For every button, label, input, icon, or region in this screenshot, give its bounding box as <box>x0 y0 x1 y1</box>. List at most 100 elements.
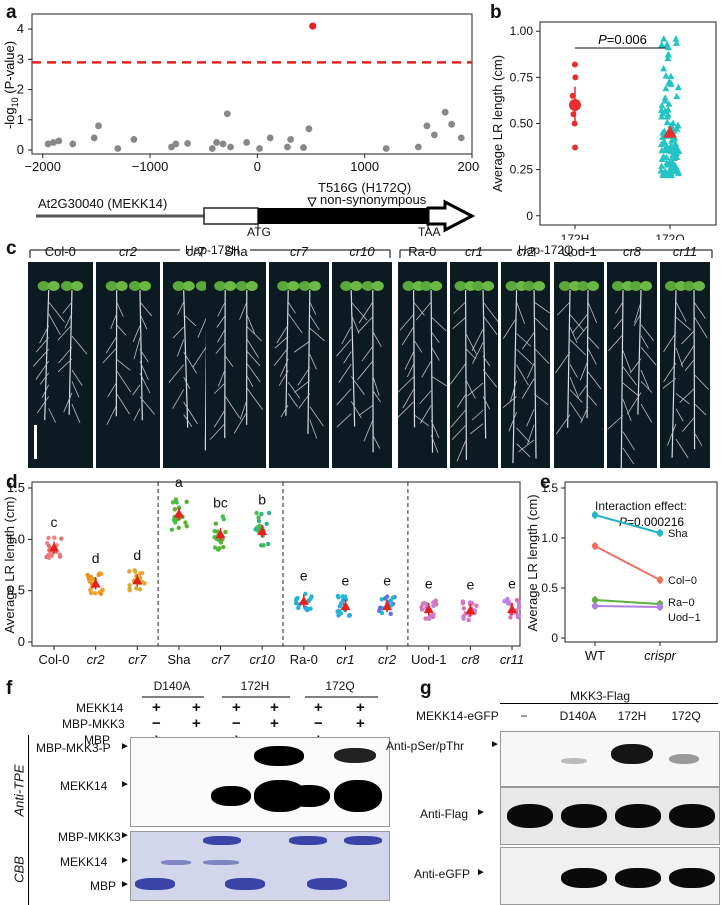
x-tick-label: Uod-1 <box>411 652 446 667</box>
x-tick-label: Col-0 <box>38 652 69 667</box>
data-point <box>48 551 53 557</box>
seedling-photo: cr8 <box>607 244 657 468</box>
lead-snp-point <box>309 22 317 30</box>
y-tick-label: 1.0 <box>541 531 558 545</box>
blot-label-mbp-mkk3-p: MBP-MKK3-P <box>36 741 111 755</box>
treatment-sign: − <box>152 715 161 732</box>
y-tick-label: 2 <box>17 82 24 97</box>
data-point <box>169 527 175 532</box>
data-point-172q <box>664 54 672 62</box>
treatment-row-label: MBP <box>84 733 111 747</box>
data-point <box>46 543 52 549</box>
panel-label-e: e <box>540 472 551 493</box>
mekk14-egfp-label: MEKK14-eGFP <box>416 709 499 723</box>
data-point-172q <box>663 113 671 120</box>
genotype-label: cr10 <box>349 244 375 259</box>
anti-flag-blot <box>500 787 720 845</box>
data-point-172q <box>657 140 665 148</box>
data-point <box>347 612 353 618</box>
data-point <box>434 602 439 607</box>
data-point-172q <box>675 147 683 155</box>
data-point <box>460 601 466 606</box>
treatment-sign: + <box>356 715 365 732</box>
series-line <box>594 545 661 581</box>
data-point-172q <box>668 137 676 144</box>
significance-letter: d <box>133 547 141 563</box>
data-point <box>389 603 394 608</box>
data-point-172q <box>674 166 682 174</box>
significance-letter: e <box>383 573 391 589</box>
group-mean <box>257 526 268 536</box>
treatment-sign: + <box>356 699 365 716</box>
data-point-172q <box>667 121 675 129</box>
blot-label-mekk14: MEKK14 <box>60 779 108 793</box>
y-tick-label: 1.5 <box>541 481 558 495</box>
genotype-label: cr2 <box>516 244 535 259</box>
data-point-172q <box>662 153 670 161</box>
panel-label-d: d <box>6 472 18 493</box>
data-point <box>184 523 189 529</box>
atg-label: ATG <box>247 225 271 239</box>
y-tick-label: 0 <box>526 209 533 223</box>
significance-letter: b <box>258 491 266 507</box>
treatment-sign: + <box>270 699 279 716</box>
data-point <box>89 590 94 596</box>
panel-label-b: b <box>490 2 502 23</box>
treatment-row-label: MBP-MKK3 <box>62 717 125 731</box>
group-mean <box>382 601 393 611</box>
genotype-label: cr7 <box>186 244 205 259</box>
data-point <box>46 535 51 541</box>
snp-point <box>130 136 138 143</box>
snp-point <box>213 139 220 146</box>
lane-group-label: 172H <box>240 679 270 693</box>
snp-point <box>305 125 313 133</box>
treatment-sign: − <box>314 715 323 732</box>
series-label: Ra−0 <box>668 597 695 609</box>
data-point <box>134 586 139 591</box>
data-point <box>171 517 177 523</box>
plot-frame <box>539 21 717 226</box>
panel-label-a: a <box>6 2 17 23</box>
series-label: Uod−1 <box>668 612 701 624</box>
data-point <box>223 529 228 535</box>
data-point <box>342 594 348 599</box>
data-point <box>466 617 471 623</box>
anti-egfp-blot <box>500 847 720 905</box>
group-mean <box>298 595 309 605</box>
data-point-172q <box>672 39 680 46</box>
x-tick-label: cr7 <box>128 652 147 667</box>
y-axis-label: Average LR length (cm) <box>525 494 540 631</box>
lane-label: − <box>520 709 528 723</box>
series-label: Sha <box>668 528 688 540</box>
seedling-photo: cr10 <box>332 244 392 468</box>
data-point <box>256 518 262 524</box>
data-point-172q <box>660 64 668 72</box>
data-point-172q <box>667 72 675 80</box>
data-point <box>295 595 300 601</box>
genotype-label: Ra-0 <box>408 244 437 259</box>
x-tick-label: 1000 <box>350 159 379 174</box>
genotype-label: Uod-1 <box>561 244 597 259</box>
data-point <box>137 587 143 592</box>
y-tick-label: 3 <box>17 51 24 66</box>
lr-length-haplotype-plot: 0 0.25 0.50 0.75 1.00 172H 172Q Average LR leng… <box>490 21 717 240</box>
lane-label: 172H <box>617 709 647 723</box>
group-mean <box>173 508 184 518</box>
data-point-172h <box>571 61 578 68</box>
group-mean <box>215 529 226 539</box>
gel-label-mbp: MBP <box>90 879 117 893</box>
series-line <box>594 599 661 605</box>
y-tick-label: 1.5 <box>7 480 25 495</box>
data-point <box>461 616 466 621</box>
interaction-p-value: P=0.000216 <box>619 515 684 529</box>
p-value-label: P=0.006 <box>598 32 647 47</box>
x-tick-label: cr7 <box>212 652 231 667</box>
taa-label: TAA <box>418 225 441 239</box>
significance-letter: e <box>425 576 433 592</box>
mean-172h <box>569 99 581 112</box>
data-point <box>461 606 467 611</box>
data-point-172q <box>664 50 672 58</box>
data-point <box>516 604 522 610</box>
x-tick-label: Sha <box>167 652 191 667</box>
